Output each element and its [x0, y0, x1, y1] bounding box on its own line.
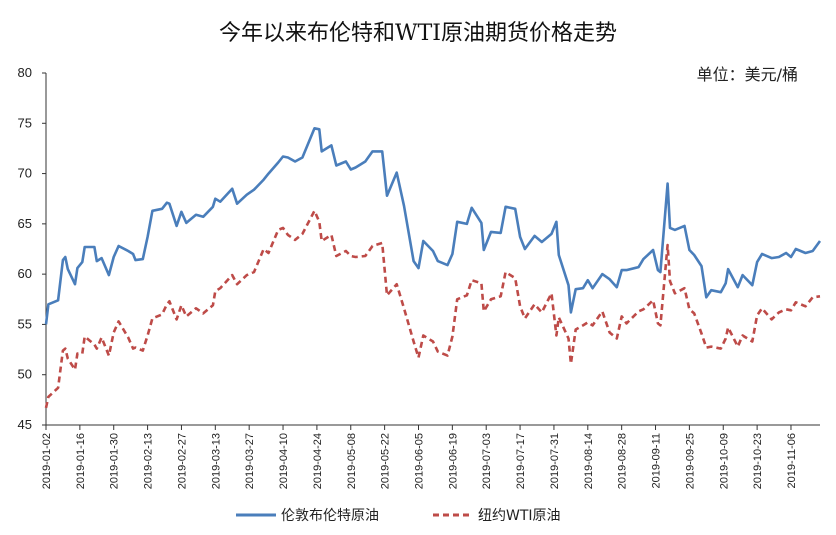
x-tick-label: 2019-07-03 [481, 433, 493, 489]
y-tick-label: 60 [18, 266, 32, 281]
y-tick-label: 45 [18, 417, 32, 432]
x-tick-label: 2019-02-27 [176, 433, 188, 489]
series-layer [44, 127, 822, 409]
y-tick-label: 65 [18, 216, 32, 231]
y-tick-label: 55 [18, 316, 32, 331]
y-tick-label: 50 [18, 367, 32, 382]
x-tick-label: 2019-05-08 [346, 433, 358, 489]
x-tick-label: 2019-03-13 [210, 433, 222, 489]
x-axis-ticks: 2019-01-02 2019-01-16 2019-01-30 2019-02-13… [41, 425, 798, 489]
x-tick-label: 2019-09-25 [684, 433, 696, 489]
legend: 伦敦布伦特原油 纽约WTI原油 [236, 508, 561, 524]
x-tick-label: 2019-02-13 [143, 433, 155, 489]
unit-label: 单位：美元/桶 [697, 65, 798, 84]
y-tick-label: 80 [18, 65, 32, 80]
legend-label-wti: 纽约WTI原油 [478, 508, 561, 524]
legend-label-brent: 伦敦布伦特原油 [281, 508, 379, 524]
x-tick-label: 2019-09-11 [651, 433, 663, 488]
x-tick-label: 2019-05-22 [380, 433, 392, 489]
x-tick-label: 2019-01-30 [109, 433, 121, 489]
y-tick-label: 75 [18, 115, 32, 130]
series-line-brent [44, 127, 822, 325]
x-tick-label: 2019-04-24 [312, 433, 324, 489]
series-line-wti [44, 209, 821, 409]
x-tick-label: 2019-06-05 [413, 433, 425, 489]
x-tick-label: 2019-03-27 [244, 433, 256, 489]
y-axis-ticks: 45 50 55 60 65 70 75 80 [18, 65, 46, 432]
x-tick-label: 2019-01-16 [75, 433, 87, 489]
x-tick-label: 2019-01-02 [41, 433, 53, 489]
x-tick-label: 2019-07-31 [549, 433, 561, 489]
chart-title: 今年以来布伦特和WTI原油期货价格走势 [219, 21, 617, 46]
x-tick-label: 2019-08-14 [583, 433, 595, 489]
x-tick-label: 2019-04-10 [278, 433, 290, 489]
x-tick-label: 2019-11-06 [786, 433, 798, 488]
x-tick-label: 2019-10-23 [752, 433, 764, 489]
x-tick-label: 2019-06-19 [447, 433, 459, 489]
x-tick-label: 2019-10-09 [718, 433, 730, 489]
y-tick-label: 70 [18, 166, 32, 181]
x-tick-label: 2019-08-28 [617, 433, 629, 489]
x-tick-label: 2019-07-17 [515, 433, 527, 489]
